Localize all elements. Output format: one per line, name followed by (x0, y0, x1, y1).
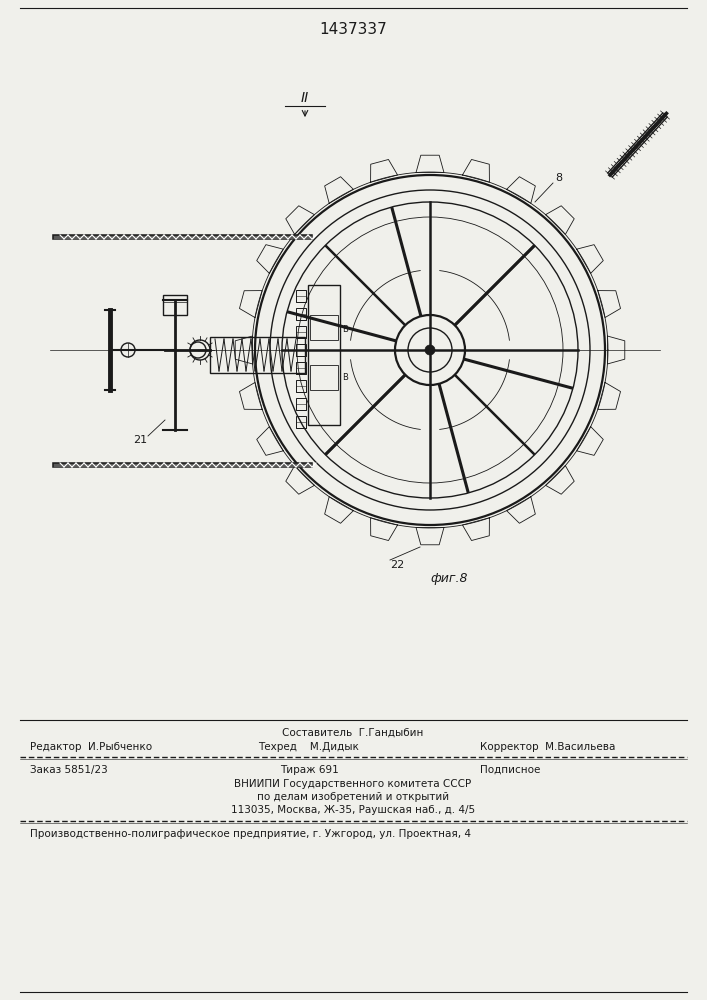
Text: Заказ 5851/23: Заказ 5851/23 (30, 765, 107, 775)
Bar (296, 380, 306, 392)
Bar (210, 337, 305, 373)
Text: Подписное: Подписное (480, 765, 540, 775)
Bar (296, 332, 306, 338)
Text: 113035, Москва, Ж-35, Раушская наб., д. 4/5: 113035, Москва, Ж-35, Раушская наб., д. … (231, 805, 475, 815)
Bar (296, 416, 306, 428)
Text: 1437337: 1437337 (319, 22, 387, 37)
Bar (296, 290, 306, 302)
Text: 22: 22 (390, 560, 404, 570)
Text: Тираж 691: Тираж 691 (280, 765, 339, 775)
Bar (310, 315, 338, 340)
Bar (296, 308, 306, 320)
Bar (296, 314, 306, 320)
Bar (296, 368, 306, 374)
Text: Редактор  И.Рыбченко: Редактор И.Рыбченко (30, 742, 152, 752)
Bar (296, 362, 306, 374)
Text: 8: 8 (555, 173, 562, 183)
Bar (163, 295, 187, 315)
Text: Производственно-полиграфическое предприятие, г. Ужгород, ул. Проектная, 4: Производственно-полиграфическое предприя… (30, 829, 471, 839)
Text: Корректор  М.Васильева: Корректор М.Васильева (480, 742, 615, 752)
Bar (296, 326, 306, 338)
Bar (296, 386, 306, 392)
Text: фиг.8: фиг.8 (430, 572, 467, 585)
Bar (308, 285, 340, 425)
Bar (296, 404, 306, 410)
Text: по делам изобретений и открытий: по делам изобретений и открытий (257, 792, 449, 802)
Text: Техред    М.Дидык: Техред М.Дидык (258, 742, 359, 752)
Text: Составитель  Г.Гандыбин: Составитель Г.Гандыбин (282, 728, 423, 738)
Bar (310, 365, 338, 390)
Bar (296, 296, 306, 302)
Text: ВНИИПИ Государственного комитета СССР: ВНИИПИ Государственного комитета СССР (235, 779, 472, 789)
Bar (296, 398, 306, 410)
Text: 21: 21 (133, 435, 147, 445)
Circle shape (425, 345, 435, 355)
Text: B: B (342, 373, 348, 382)
Text: II: II (301, 91, 309, 105)
Bar (296, 350, 306, 356)
Text: B: B (342, 326, 348, 334)
Bar (296, 422, 306, 428)
Bar (296, 344, 306, 356)
